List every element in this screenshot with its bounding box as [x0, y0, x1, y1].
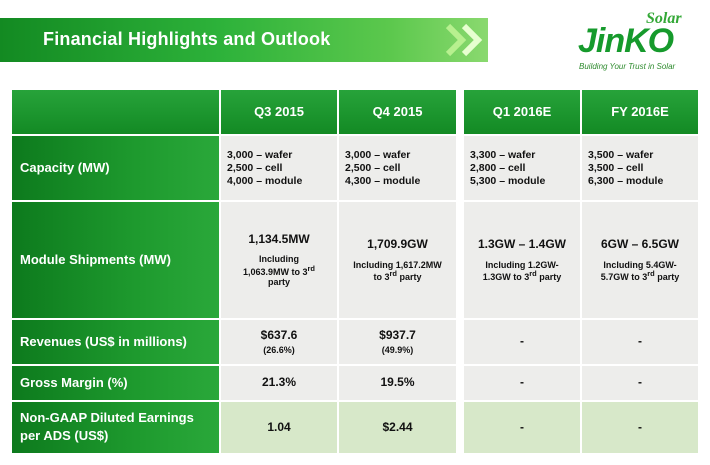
capacity-q3-wafer: 3,000 – wafer — [227, 148, 293, 161]
revenues-q3-main: $637.6 — [260, 327, 298, 342]
chevron-right-icon — [445, 23, 483, 57]
capacity-fy-module: 6,300 – module — [588, 175, 664, 188]
eps-q4: $2.44 — [339, 402, 456, 453]
shipments-fy: 6GW – 6.5GW Including 5.4GW- 5.7GW to 3r… — [582, 202, 698, 318]
gross-margin-q1: - — [464, 366, 580, 400]
revenues-q3-sub: (26.6%) — [263, 344, 295, 355]
shipments-fy-sub1: Including 5.4GW- — [603, 259, 677, 270]
shipments-q1-main: 1.3GW – 1.4GW — [477, 236, 567, 251]
shipments-q4-sub3: party — [396, 271, 422, 282]
shipments-fy-sub2: 5.7GW to 3 — [600, 271, 648, 282]
row-label-capacity: Capacity (MW) — [12, 136, 219, 200]
shipments-q4: 1,709.9GW Including 1,617.2MW to 3rd par… — [339, 202, 456, 318]
shipments-q3: 1,134.5MW Including 1,063.9MW to 3rd par… — [221, 202, 337, 318]
eps-q1: - — [464, 402, 580, 453]
title-bar — [0, 18, 488, 62]
shipments-q3-sub1: Including — [259, 254, 299, 265]
capacity-q4-cell: 2,500 – cell — [345, 161, 401, 174]
shipments-fy-main: 6GW – 6.5GW — [600, 236, 680, 251]
shipments-q1-note: Including 1.2GW- 1.3GW to 3rd party — [483, 260, 562, 283]
revenues-fy: - — [582, 320, 698, 364]
shipments-q3-sup: rd — [307, 263, 316, 273]
shipments-q4-sub1: Including 1,617.2MW — [353, 259, 442, 270]
shipments-q4-sub2: to 3 — [373, 271, 390, 282]
shipments-q3-sub2: 1,063.9MW to 3 — [242, 266, 308, 277]
header-q1-2016e: Q1 2016E — [464, 90, 580, 134]
capacity-q1: 3,300 – wafer 2,800 – cell 5,300 – modul… — [464, 136, 580, 200]
shipments-q4-note: Including 1,617.2MW to 3rd party — [353, 260, 442, 283]
logo-solar: Solar — [646, 10, 682, 27]
row-label-eps: Non-GAAP Diluted Earnings per ADS (US$) — [12, 402, 219, 453]
shipments-q4-main: 1,709.9GW — [367, 236, 428, 251]
eps-q3: 1.04 — [221, 402, 337, 453]
header-q3-2015: Q3 2015 — [221, 90, 337, 134]
revenues-q4: $937.7 (49.9%) — [339, 320, 456, 364]
financial-table: Q3 2015 Q4 2015 Q1 2016E FY 2016E Capaci… — [12, 90, 700, 453]
eps-label-line2: per ADS (US$) — [20, 428, 109, 443]
row-label-revenues: Revenues (US$ in millions) — [12, 320, 219, 364]
capacity-fy-wafer: 3,500 – wafer — [588, 148, 654, 161]
gross-margin-fy: - — [582, 366, 698, 400]
shipments-q1-sub1: Including 1.2GW- — [485, 259, 559, 270]
logo-jinko: JinKO — [578, 22, 674, 60]
row-label-shipments: Module Shipments (MW) — [12, 202, 219, 318]
capacity-q3-module: 4,000 – module — [227, 175, 303, 188]
gross-margin-q4: 19.5% — [339, 366, 456, 400]
capacity-q3: 3,000 – wafer 2,500 – cell 4,000 – modul… — [221, 136, 337, 200]
shipments-fy-sub3: party — [654, 271, 680, 282]
eps-label-line1: Non-GAAP Diluted Earnings — [20, 410, 194, 426]
row-label-gross-margin: Gross Margin (%) — [12, 366, 219, 400]
shipments-q4-sup: rd — [389, 268, 397, 278]
capacity-q1-cell: 2,800 – cell — [470, 161, 526, 174]
capacity-fy: 3,500 – wafer 3,500 – cell 6,300 – modul… — [582, 136, 698, 200]
header-blank — [12, 90, 219, 134]
shipments-fy-note: Including 5.4GW- 5.7GW to 3rd party — [601, 260, 680, 283]
capacity-q1-wafer: 3,300 – wafer — [470, 148, 536, 161]
shipments-q1-sup: rd — [529, 268, 537, 278]
shipments-q1-sub2: 1.3GW to 3 — [482, 271, 530, 282]
revenues-q3: $637.6 (26.6%) — [221, 320, 337, 364]
capacity-q1-module: 5,300 – module — [470, 175, 546, 188]
shipments-q3-main: 1,134.5MW — [248, 231, 310, 246]
shipments-q3-note: Including 1,063.9MW to 3rd party — [243, 254, 315, 287]
shipments-fy-sup: rd — [647, 268, 655, 278]
page-title: Financial Highlights and Outlook — [43, 29, 331, 49]
header-fy-2016e: FY 2016E — [582, 90, 698, 134]
capacity-q4-wafer: 3,000 – wafer — [345, 148, 411, 161]
revenues-q4-sub: (49.9%) — [381, 344, 414, 355]
shipments-q1: 1.3GW – 1.4GW Including 1.2GW- 1.3GW to … — [464, 202, 580, 318]
revenues-q1: - — [464, 320, 580, 364]
shipments-q1-sub3: party — [536, 271, 562, 282]
eps-fy: - — [582, 402, 698, 453]
capacity-fy-cell: 3,500 – cell — [588, 161, 644, 174]
title-banner: Financial Highlights and Outlook Solar J… — [0, 0, 710, 80]
gross-margin-q3: 21.3% — [221, 366, 337, 400]
header-q4-2015: Q4 2015 — [339, 90, 456, 134]
capacity-q4: 3,000 – wafer 2,500 – cell 4,300 – modul… — [339, 136, 456, 200]
revenues-q4-main: $937.7 — [379, 327, 416, 342]
capacity-q3-cell: 2,500 – cell — [227, 161, 283, 174]
capacity-q4-module: 4,300 – module — [345, 175, 421, 188]
logo-tagline: Building Your Trust in Solar — [579, 62, 676, 71]
shipments-q3-sub3: party — [267, 277, 290, 288]
